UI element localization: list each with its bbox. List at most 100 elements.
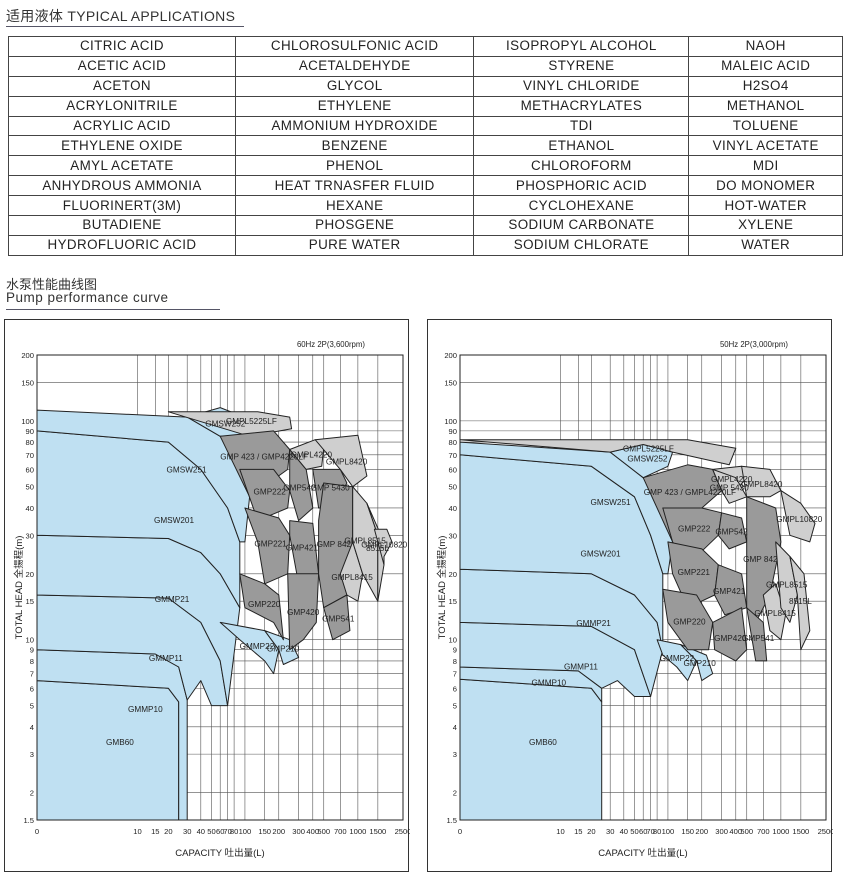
curve-label: GMPL8515 [344,536,386,545]
x-tick-label: 400 [729,827,742,836]
y-tick-label: 9 [30,646,34,655]
curve-label: GMP 423 / GMPL4220LF [644,488,736,497]
x-tick-label: 80 [230,827,238,836]
curve-region [780,490,816,543]
curve-label: GMMP11 [149,654,183,663]
table-cell: CHLOROFORM [473,155,690,177]
chart-subtitle: 60Hz 2P(3,600rpm) [297,340,365,349]
y-tick-label: 150 [21,378,34,387]
curve-region [36,409,251,543]
y-tick-label: 8 [30,657,34,666]
x-tick-label: 300 [715,827,728,836]
table-cell: METHANOL [688,95,843,117]
curve-label: GMP221 [678,568,711,577]
curve-label: 8515L [366,544,389,553]
y-tick-label: 1.5 [446,816,457,825]
y-tick-label: 20 [449,570,457,579]
table-cell: SODIUM CHLORATE [473,234,690,256]
x-tick-label: 80 [653,827,661,836]
x-tick-label: 30 [606,827,614,836]
table-cell: ETHYLENE [234,95,475,117]
curve-region [680,644,714,682]
x-tick-label: 60 [639,827,647,836]
table-cell: FLUORINERT(3M) [8,195,236,217]
table-cell: AMMONIUM HYDROXIDE [234,115,475,137]
table-row: ANHYDROUS AMMONIA HEAT TRNASFER FLUID PHOS… [8,175,843,197]
curve-label: GMSW201 [580,550,620,559]
y-tick-label: 70 [449,451,457,460]
y-tick-label: 2 [30,789,34,798]
x-axis-title: CAPACITY 吐出量(L) [175,847,264,859]
x-tick-label: 50 [630,827,638,836]
curve-region [789,556,811,651]
x-tick-label: 70 [646,827,654,836]
curve-label: GMPL4220 [711,475,753,484]
y-tick-label: 50 [26,483,34,492]
y-tick-label: 10 [26,636,34,645]
table-cell: H2SO4 [688,75,843,97]
curve-label: GMMP10 [532,679,567,688]
table-row: FLUORINERT(3M) HEXANE CYCLOHEXANE HOT-WATER [8,195,843,217]
curve-label: 8515L [789,597,812,606]
table-cell: VINYL CHLORIDE [473,75,690,97]
performance-chart-60hz: GMB60 GMMP10 GMMP11 GMMP21 GMSW201 GMSW251 GMS… [4,319,410,872]
x-tick-label: 10 [133,827,141,836]
curve-label: GMP210 [683,659,716,668]
table-cell: ETHYLENE OXIDE [8,135,236,157]
y-tick-label: 40 [26,504,34,513]
table-cell: CHLOROSULFONIC ACID [234,36,475,57]
table-cell: NAOH [688,36,843,57]
curve-region [289,439,325,470]
curve-label: GMP541 [742,634,775,643]
curve-label: GMPL10820 [361,540,407,549]
x-tick-label: 0 [458,827,462,836]
curve-region [775,541,798,623]
x-tick-label: 2500 [395,827,410,836]
y-tick-label: 4 [453,723,457,732]
x-tick-label: 1500 [369,827,386,836]
x-tick-label: 20 [587,827,595,836]
chart-svg-60hz: GMB60 GMMP10 GMMP11 GMMP21 GMSW201 GMSW251 GMS… [13,340,410,859]
curve-region [239,573,284,641]
x-tick-label: 1000 [772,827,789,836]
table-cell: PURE WATER [234,234,475,256]
table-cell: ACETALDEHYDE [234,55,475,77]
curve-label: GMB60 [529,738,557,747]
x-tick-label: 200 [272,827,285,836]
performance-chart-50hz: GMB60 GMMP10 GMMP11 GMMP21 GMSW201 GMSW251 GMS… [427,319,833,872]
curve-label: GMP 423 / GMP4220LF [220,453,308,462]
y-tick-label: 90 [449,427,457,436]
table-row: ACETIC ACID ACETALDEHYDE STYRENE MALEIC ACI… [8,55,843,77]
table-cell: ACRYLIC ACID [8,115,236,137]
table-cell: STYRENE [473,55,690,77]
chart-svg-50hz: GMB60 GMMP10 GMMP11 GMMP21 GMSW201 GMSW251 GMS… [436,340,833,859]
x-tick-label: 60 [216,827,224,836]
curve-region [167,411,293,437]
curve-label: GMP421 [713,587,746,596]
curve-label: GMP542 [283,484,316,493]
curve-label: GMPL8420 [326,457,368,466]
y-tick-label: 60 [26,465,34,474]
y-tick-label: 50 [449,483,457,492]
y-tick-label: 20 [26,570,34,579]
y-tick-label: 200 [21,351,34,360]
curve-label: GMP541 [322,614,355,623]
y-axis-title: TOTAL HEAD 全揚程(m) [436,536,448,640]
table-cell: HOT-WATER [688,195,843,217]
table-cell: PHENOL [234,155,475,177]
table-cell: METHACRYLATES [473,95,690,117]
table-cell: TDI [473,115,690,137]
curve-label: GMSW201 [154,516,194,525]
table-cell: MDI [688,155,843,177]
curve-label: GMP421 [286,543,319,552]
curve-label: GMSW251 [591,498,631,507]
table-cell: ETHANOL [473,135,690,157]
table-row: CITRIC ACID CHLOROSULFONIC ACID ISOPROPYL … [8,36,843,57]
performance-title-rule [6,309,220,310]
table-cell: HEAT TRNASFER FLUID [234,175,475,197]
x-tick-label: 50 [207,827,215,836]
y-tick-label: 7 [30,670,34,679]
curve-label: GMPL8415 [754,609,796,618]
curve-region [717,512,748,550]
table-cell: DO MONOMER [688,175,843,197]
